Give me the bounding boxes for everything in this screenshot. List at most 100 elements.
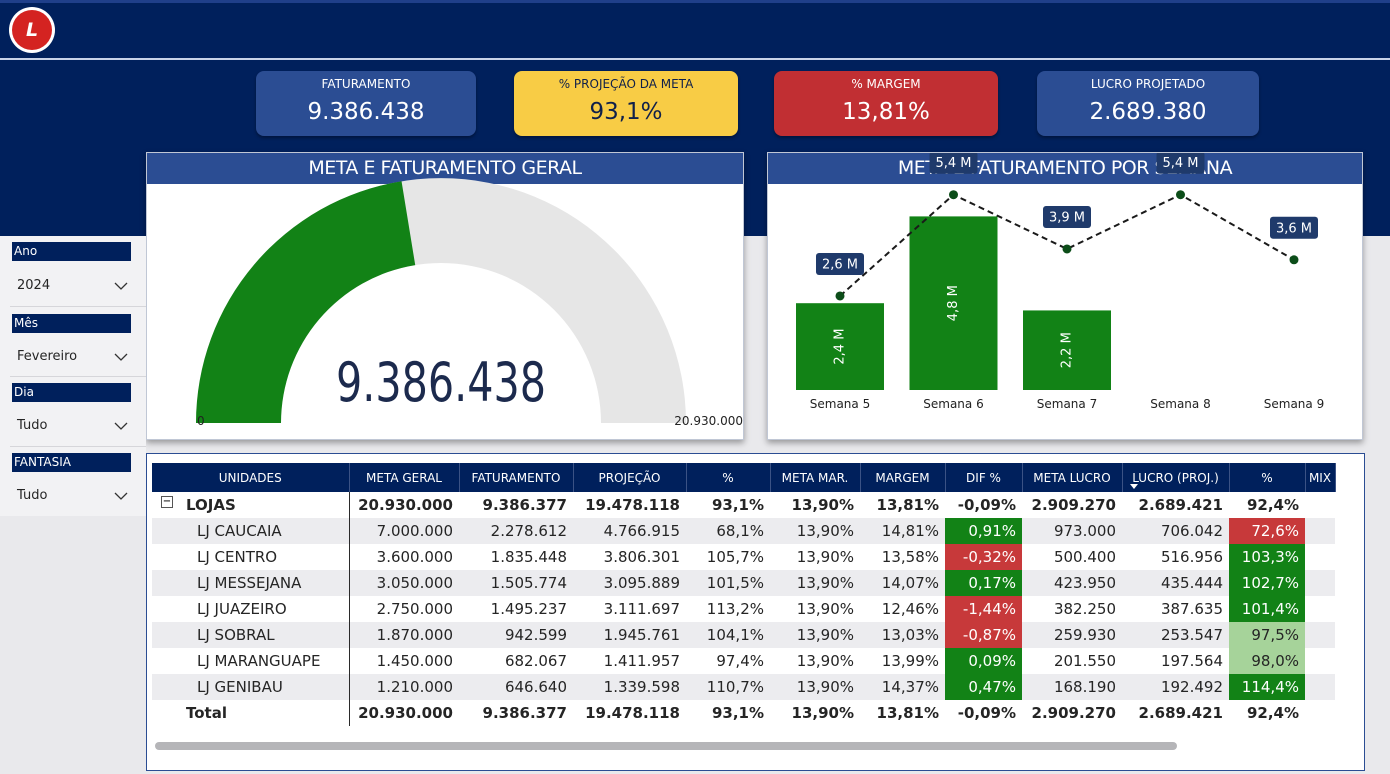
chevron-down-icon[interactable] (114, 419, 128, 433)
cell-text: Total (186, 704, 227, 722)
table-total-row[interactable]: Total 20.930.000 9.386.377 19.478.118 93,1% 1… (152, 700, 1335, 726)
line-point-1[interactable] (835, 291, 845, 301)
col-header-margem[interactable]: MARGEM (860, 463, 946, 492)
cell-mix (1305, 674, 1335, 700)
cell-pct-lucro: 92,4% (1229, 492, 1305, 518)
col-header-meta-geral[interactable]: META GERAL (349, 463, 460, 492)
cell-pct: 113,2% (686, 596, 770, 622)
table-row[interactable]: LJ MESSEJANA 3.050.000 1.505.774 3.095.889 1… (152, 570, 1335, 596)
line-label-box[interactable] (1270, 216, 1318, 239)
col-header-unidades[interactable]: UNIDADES (152, 463, 350, 492)
chevron-down-icon[interactable] (114, 279, 128, 293)
cell-text: 706.042 (1160, 522, 1223, 540)
cell-dif-pct: -0,09% (945, 492, 1022, 518)
col-header-lucro-proj[interactable]: LUCRO (PROJ.) (1122, 463, 1230, 492)
cell-meta-geral: 1.450.000 (349, 648, 459, 674)
cell-faturamento: 9.386.377 (459, 700, 573, 726)
table-row[interactable]: LJ CAUCAIA 7.000.000 2.278.612 4.766.915 68,… (152, 518, 1335, 544)
col-header-projecao[interactable]: PROJEÇÃO (573, 463, 687, 492)
cell-text: 9.386.377 (482, 704, 567, 722)
cell-margem: 14,07% (860, 570, 945, 596)
cell-text: 20.930.000 (358, 704, 453, 722)
cell-projecao: 3.806.301 (573, 544, 686, 570)
cell-text: 3.600.000 (376, 548, 453, 566)
sort-descending-icon[interactable] (1129, 484, 1138, 489)
line-point-2[interactable] (949, 190, 958, 200)
cell-text: 3.095.889 (603, 574, 680, 592)
x-tick-label: Semana 7 (1037, 397, 1097, 411)
line-point-5[interactable] (1289, 255, 1299, 265)
cell-text: 423.950 (1053, 574, 1116, 592)
stores-matrix[interactable]: UNIDADES META GERAL FATURAMENTO PROJEÇÃO… (146, 453, 1365, 771)
cell-meta-geral: 1.210.000 (349, 674, 459, 700)
col-header-pct[interactable]: % (686, 463, 771, 492)
col-header-meta-lucro[interactable]: META LUCRO (1022, 463, 1123, 492)
table-group-row[interactable]: − LOJAS 20.930.000 9.386.377 19.478.118 93,1%… (152, 492, 1335, 518)
gauge-fill[interactable] (196, 181, 416, 423)
cell-text: 435.444 (1160, 574, 1223, 592)
cell-meta-geral: 3.050.000 (349, 570, 459, 596)
cell-text: 3.050.000 (376, 574, 453, 592)
col-header-meta-margem[interactable]: META MAR. (770, 463, 861, 492)
cell-pct: 93,1% (686, 492, 770, 518)
cell-pct-lucro: 98,0% (1229, 648, 1305, 674)
col-header-pct-lucro[interactable]: % (1229, 463, 1306, 492)
table-row[interactable]: LJ CENTRO 3.600.000 1.835.448 3.806.301 105,… (152, 544, 1335, 570)
cell-meta-lucro: 168.190 (1022, 674, 1122, 700)
kpi-value: 93,1% (589, 99, 663, 125)
cell-text: -1,44% (962, 600, 1016, 618)
cell-text: 101,5% (706, 574, 764, 592)
filter-month-value[interactable]: Fevereiro (17, 349, 78, 364)
line-label-box[interactable] (1043, 205, 1091, 228)
cell-meta-geral: 20.930.000 (349, 492, 459, 518)
line-label-box[interactable] (816, 252, 864, 275)
cell-text: 2.909.270 (1031, 704, 1116, 722)
cell-pct-lucro: 101,4% (1229, 596, 1305, 622)
cell-text: 20.930.000 (358, 496, 453, 514)
gauge-card[interactable]: META E FATURAMENTO GERAL 9.386.438 0 20.… (146, 152, 744, 440)
cell-text: 14,37% (881, 678, 939, 696)
cell-text: 98,0% (1251, 652, 1299, 670)
chevron-down-icon[interactable] (114, 489, 128, 503)
table-row[interactable]: LJ SOBRAL 1.870.000 942.599 1.945.761 104,1%… (152, 622, 1335, 648)
chevron-down-icon[interactable] (114, 350, 128, 364)
weekly-chart-card[interactable]: META E FATURAMENTO POR SEMANA 2,4 M Seman… (767, 152, 1363, 440)
table-row[interactable]: LJ GENIBAU 1.210.000 646.640 1.339.598 110,7… (152, 674, 1335, 700)
line-point-3[interactable] (1062, 244, 1072, 254)
cell-text: 93,1% (711, 496, 764, 514)
x-tick-label: Semana 5 (810, 397, 870, 411)
col-header-dif-pct[interactable]: DIF % (945, 463, 1023, 492)
cell-text: 13,99% (881, 652, 939, 670)
line-series[interactable] (839, 193, 1295, 297)
table-row[interactable]: LJ MARANGUAPE 1.450.000 682.067 1.411.957 97… (152, 648, 1335, 674)
line-label-box[interactable] (1156, 153, 1205, 174)
cell-text: 105,7% (706, 548, 764, 566)
filter-year-value[interactable]: 2024 (17, 278, 51, 293)
cell-meta-lucro: 201.550 (1022, 648, 1122, 674)
col-header-lucro-proj-label: LUCRO (PROJ.) (1132, 470, 1219, 485)
bar-3[interactable] (1023, 310, 1111, 390)
cell-faturamento: 646.640 (459, 674, 573, 700)
line-label-box[interactable] (929, 153, 978, 174)
line-point-4[interactable] (1176, 190, 1185, 200)
line-data-label: 3,6 M (1276, 221, 1312, 236)
cell-meta-geral: 20.930.000 (349, 700, 459, 726)
filter-fantasia-value[interactable]: Tudo (17, 488, 48, 503)
cell-name: LJ CAUCAIA (152, 518, 350, 544)
cell-text: 102,7% (1241, 574, 1299, 592)
filter-day-value[interactable]: Tudo (17, 418, 48, 433)
bar-2[interactable] (909, 216, 998, 390)
cell-pct-lucro: 103,3% (1229, 544, 1305, 570)
cell-mix (1305, 622, 1335, 648)
cell-text: LJ CENTRO (197, 548, 278, 566)
line-data-label: 3,9 M (1049, 210, 1085, 225)
col-header-faturamento[interactable]: FATURAMENTO (459, 463, 574, 492)
cell-projecao: 3.111.697 (573, 596, 686, 622)
collapse-icon[interactable]: − (161, 496, 173, 508)
col-header-mix[interactable]: MIX (1305, 463, 1336, 492)
bar-1[interactable] (796, 303, 884, 390)
bar-data-label: 2,4 M (833, 329, 848, 365)
table-row[interactable]: LJ JUAZEIRO 2.750.000 1.495.237 3.111.697 11… (152, 596, 1335, 622)
horizontal-scrollbar[interactable] (155, 742, 1177, 750)
cell-text: 92,4% (1246, 704, 1299, 722)
